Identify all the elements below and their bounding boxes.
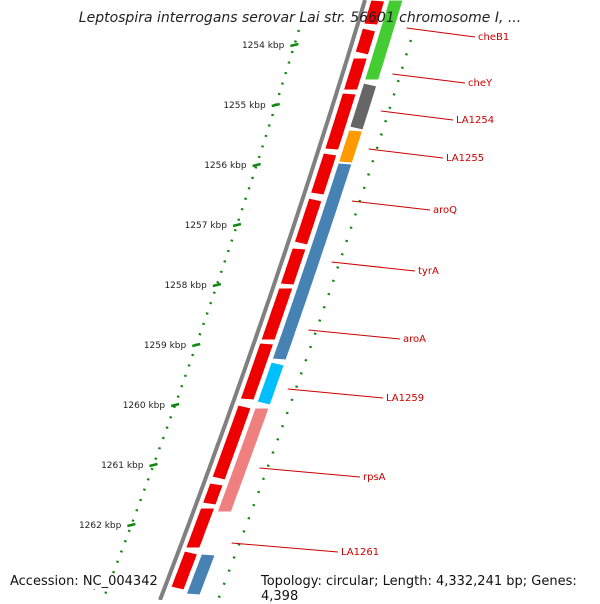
forward-gene-arrow[interactable] — [211, 404, 252, 481]
reverse-gene-block[interactable] — [271, 162, 353, 361]
gene-leader-line — [259, 467, 361, 478]
map-title: Leptospira interrogans serovar Lai str. … — [78, 10, 522, 26]
gene-label[interactable]: aroA — [403, 334, 426, 345]
backbone-line — [158, 0, 367, 600]
forward-gene-arrow[interactable] — [309, 152, 338, 196]
gene-label[interactable]: LA1254 — [456, 115, 494, 126]
kbp-tick — [191, 342, 201, 348]
inner-dotted-ring — [216, 39, 413, 600]
kbp-tick — [212, 282, 222, 288]
forward-gene-arrow[interactable] — [354, 27, 377, 56]
kbp-label: 1260 kbp — [123, 401, 166, 411]
kbp-tick — [127, 522, 136, 528]
gene-leader-line — [368, 148, 444, 159]
reverse-gene-block[interactable] — [349, 82, 378, 131]
gene-label[interactable]: LA1255 — [446, 153, 484, 164]
forward-gene-arrow[interactable] — [260, 287, 294, 341]
reverse-gene-block[interactable] — [337, 129, 364, 164]
reverse-gene-block[interactable] — [256, 361, 285, 406]
gene-leader-line — [308, 329, 401, 340]
reverse-gene-block[interactable] — [363, 0, 404, 81]
forward-gene-arrow[interactable] — [279, 247, 307, 286]
gene-label[interactable]: cheY — [468, 78, 493, 89]
forward-gene-arrow[interactable] — [201, 482, 224, 506]
kbp-label: 1257 kbp — [185, 221, 228, 231]
kbp-tick — [252, 162, 261, 168]
kbp-label: 1256 kbp — [204, 161, 247, 171]
outer-dotted-ring — [101, 29, 301, 600]
forward-gene-arrow[interactable] — [342, 57, 369, 91]
kbp-label: 1258 kbp — [164, 281, 207, 291]
kbp-tick — [290, 42, 299, 48]
gene-leader-line — [406, 27, 476, 38]
forward-gene-arrow[interactable] — [293, 197, 323, 246]
gene-label[interactable]: LA1261 — [341, 547, 379, 558]
forward-gene-arrow[interactable] — [170, 550, 199, 591]
forward-gene-arrow[interactable] — [363, 0, 386, 26]
kbp-tick — [232, 222, 242, 228]
gene-label[interactable]: tyrA — [418, 266, 439, 277]
kbp-tick — [149, 462, 158, 468]
forward-gene-arrow[interactable] — [324, 92, 357, 151]
tick-marks: 1254 kbp 1255 kbp 1256 kbp 1257 kbp 1258 kbp… — [79, 41, 299, 591]
gene-labels: cheB1 cheY LA1254 LA1255 aroQ tyrA aroA LA1259 r… — [231, 27, 509, 558]
kbp-label: 1255 kbp — [223, 101, 266, 111]
kbp-label: 1254 kbp — [242, 41, 285, 51]
kbp-tick — [170, 402, 180, 408]
gene-leader-line — [331, 261, 416, 272]
gene-label[interactable]: aroQ — [433, 205, 457, 216]
forward-gene-arrow[interactable] — [239, 342, 275, 401]
gene-label[interactable]: LA1259 — [386, 393, 424, 404]
reverse-strand-features — [185, 0, 404, 596]
reverse-gene-block[interactable] — [185, 553, 216, 596]
forward-strand-features — [170, 0, 386, 591]
backbone-layer — [101, 0, 413, 600]
gene-label[interactable]: cheB1 — [478, 32, 509, 43]
gene-leader-line — [287, 388, 384, 399]
gene-leader-line — [380, 110, 454, 121]
gene-leader-line — [351, 200, 431, 211]
kbp-label: 1262 kbp — [79, 521, 122, 531]
kbp-label: 1261 kbp — [101, 461, 144, 471]
kbp-label: 1259 kbp — [144, 341, 187, 351]
reverse-gene-block[interactable] — [216, 407, 270, 513]
accession-text: Accession: NC_004342 — [8, 574, 160, 589]
kbp-tick — [271, 102, 281, 108]
forward-gene-arrow[interactable] — [184, 507, 216, 549]
gene-leader-line — [392, 73, 466, 84]
topology-text: Topology: circular; Length: 4,332,241 bp… — [259, 574, 600, 604]
gene-leader-line — [231, 542, 339, 553]
gene-label[interactable]: rpsA — [363, 472, 386, 483]
